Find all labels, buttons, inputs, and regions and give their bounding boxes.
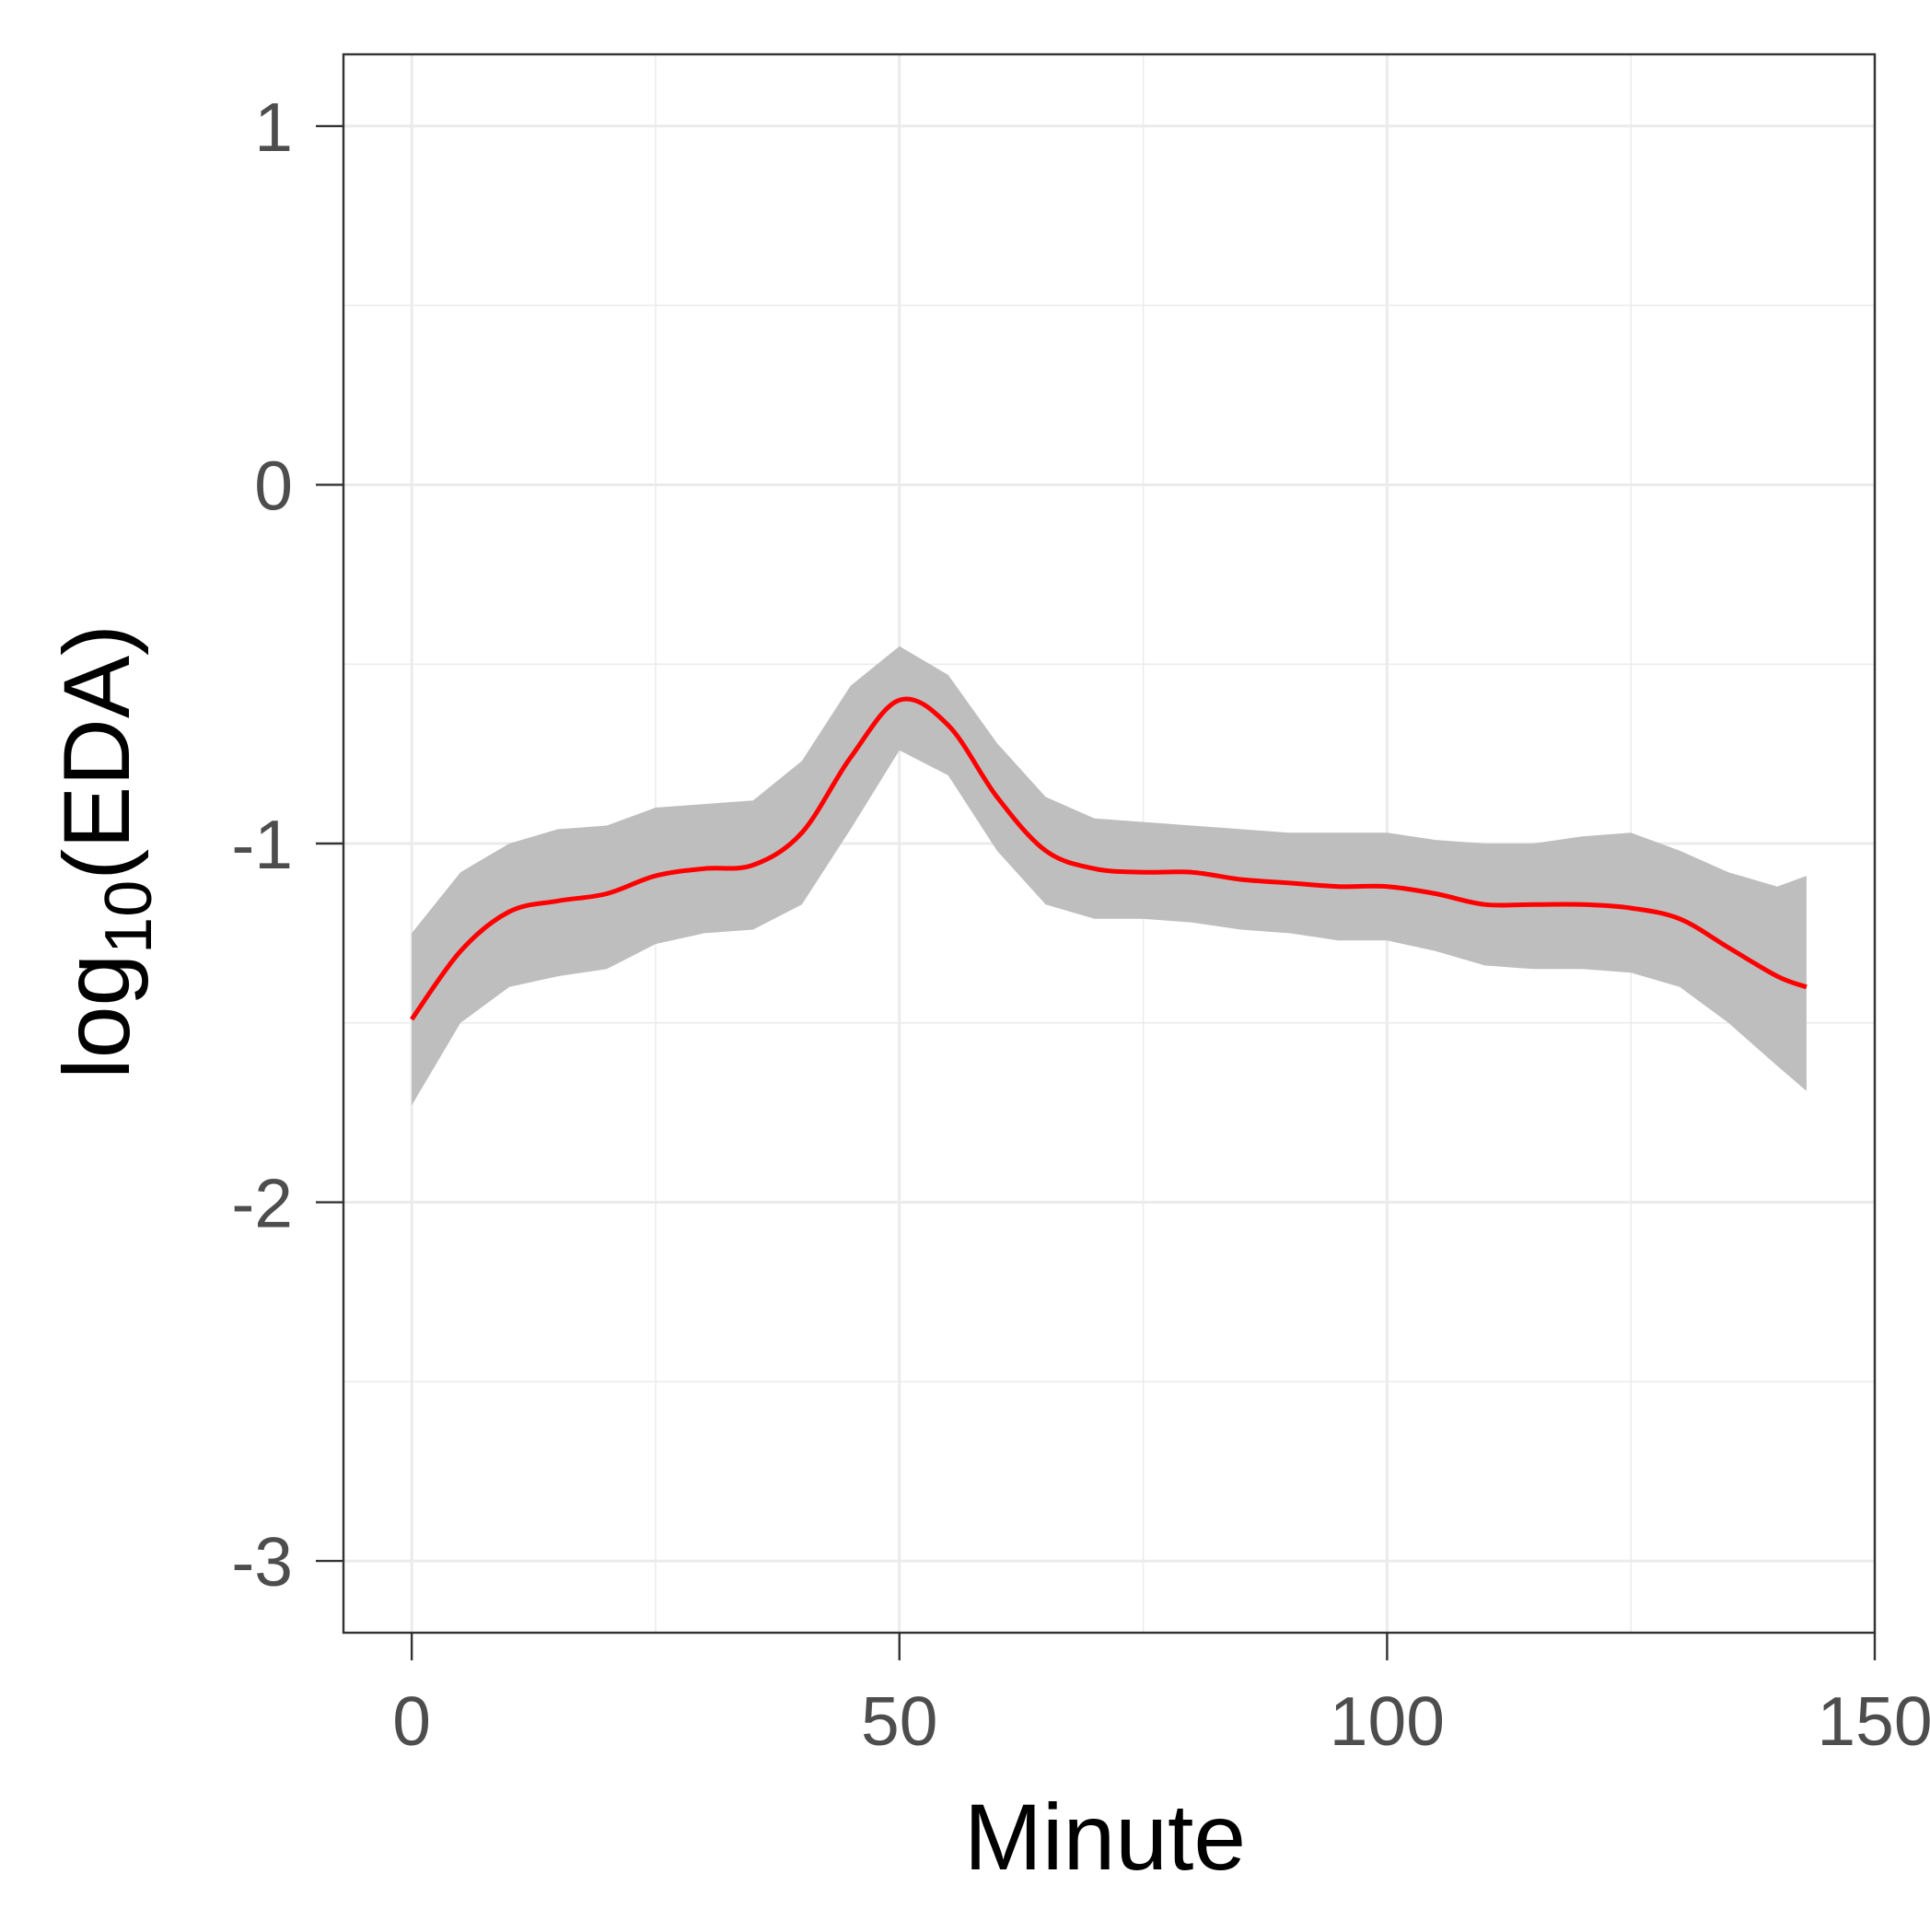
x-tick-label: 50	[861, 1682, 937, 1760]
y-tick-label: -2	[231, 1165, 293, 1242]
y-axis-tick-labels: 1 0 -1 -2 -3	[231, 88, 293, 1600]
x-tick-label: 100	[1330, 1682, 1445, 1760]
x-tick-label: 0	[392, 1682, 431, 1760]
x-axis-ticks	[410, 1633, 1877, 1660]
y-tick-label: 1	[254, 88, 293, 166]
y-tick-label: -3	[231, 1523, 293, 1600]
y-tick-label: 0	[254, 447, 293, 524]
y-axis-title: log10(EDA)	[44, 624, 166, 1079]
x-axis-title: Minute	[964, 1785, 1246, 1890]
x-tick-label: 150	[1817, 1682, 1930, 1760]
y-axis-ticks	[316, 124, 343, 1563]
x-axis-tick-labels: 0 50 100 150	[392, 1682, 1930, 1760]
confidence-band	[412, 646, 1807, 1106]
y-tick-label: -1	[231, 806, 293, 883]
smoothed-line	[410, 696, 1808, 1021]
